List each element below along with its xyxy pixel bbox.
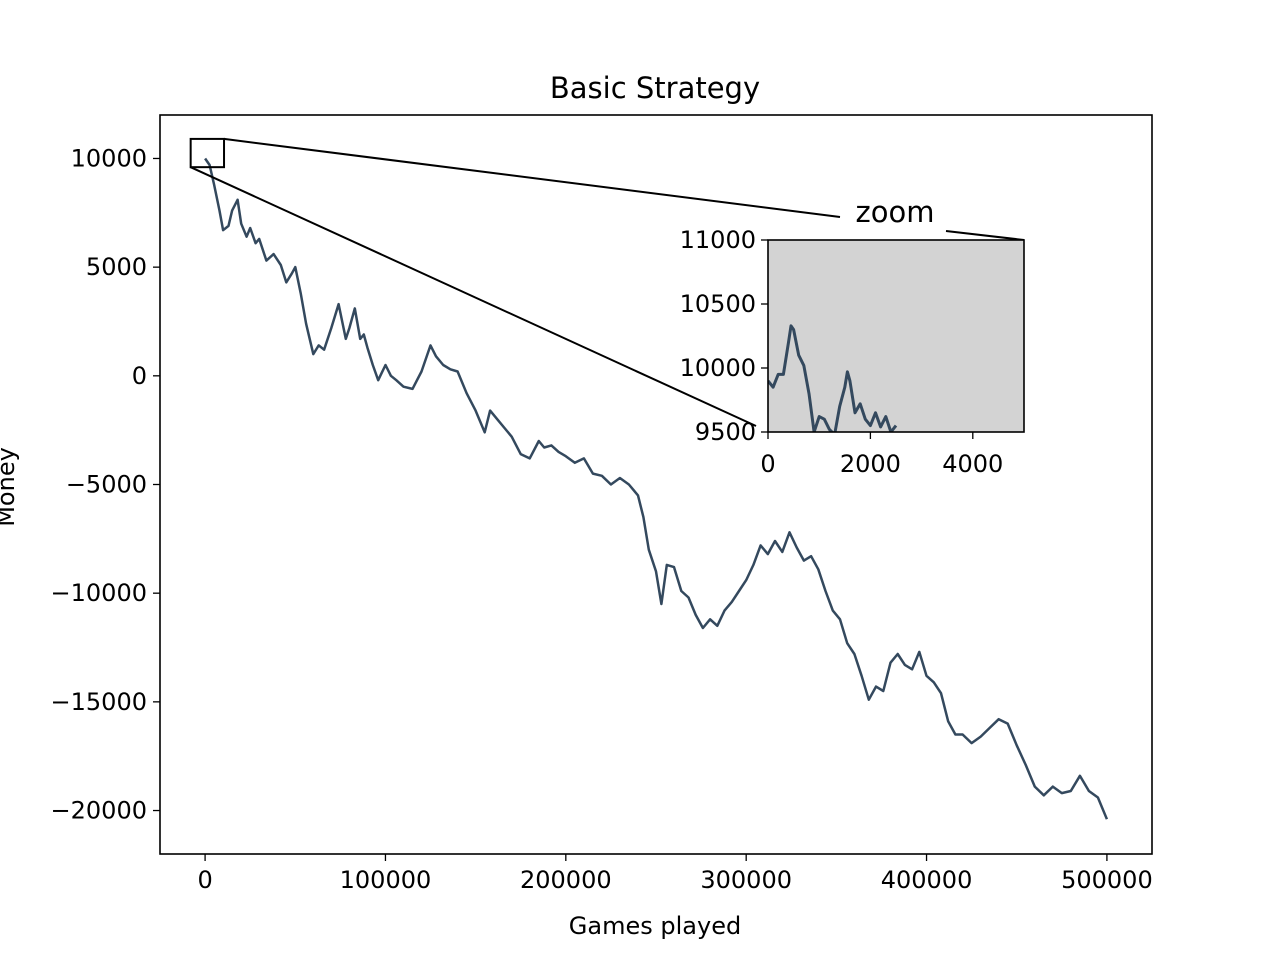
x-tick-label: 500000 (1061, 866, 1153, 894)
x-tick-label: 200000 (520, 866, 612, 894)
inset-y-tick-label: 9500 (695, 418, 756, 446)
y-tick-label: 10000 (71, 144, 147, 172)
inset-background (768, 240, 1024, 432)
zoom-connector-bottom (190, 166, 757, 427)
inset-zoom-label: zoom (856, 195, 935, 229)
zoom-region-box (189, 137, 226, 169)
chart-title: Basic Strategy (550, 71, 760, 105)
inset-x-tick-label: 4000 (942, 450, 1003, 478)
inset-y-tick-label: 10000 (680, 354, 756, 382)
y-tick-label: −5000 (66, 471, 147, 499)
x-tick-label: 0 (197, 866, 212, 894)
y-tick-label: −20000 (51, 797, 147, 825)
y-axis-label: Money (0, 447, 20, 527)
y-tick-label: 5000 (86, 253, 147, 281)
inset-x-tick-label: 0 (760, 450, 775, 478)
inset-frame (767, 239, 1025, 433)
zoom-connector-top-end (945, 230, 1025, 241)
y-tick-label: 0 (132, 362, 147, 390)
zoom-connector-top (223, 137, 841, 218)
series-line-0 (204, 157, 1109, 820)
x-axis-label: Games played (569, 912, 741, 940)
plot-frame (159, 114, 1153, 855)
y-tick-label: −10000 (51, 579, 147, 607)
inset-series-line (768, 324, 898, 432)
inset-x-tick-label: 2000 (840, 450, 901, 478)
y-tick-label: −15000 (51, 688, 147, 716)
inset-y-tick-label: 11000 (680, 226, 756, 254)
x-tick-label: 400000 (881, 866, 973, 894)
inset-y-tick-label: 10500 (680, 290, 756, 318)
x-tick-label: 100000 (340, 866, 432, 894)
x-tick-label: 300000 (700, 866, 792, 894)
